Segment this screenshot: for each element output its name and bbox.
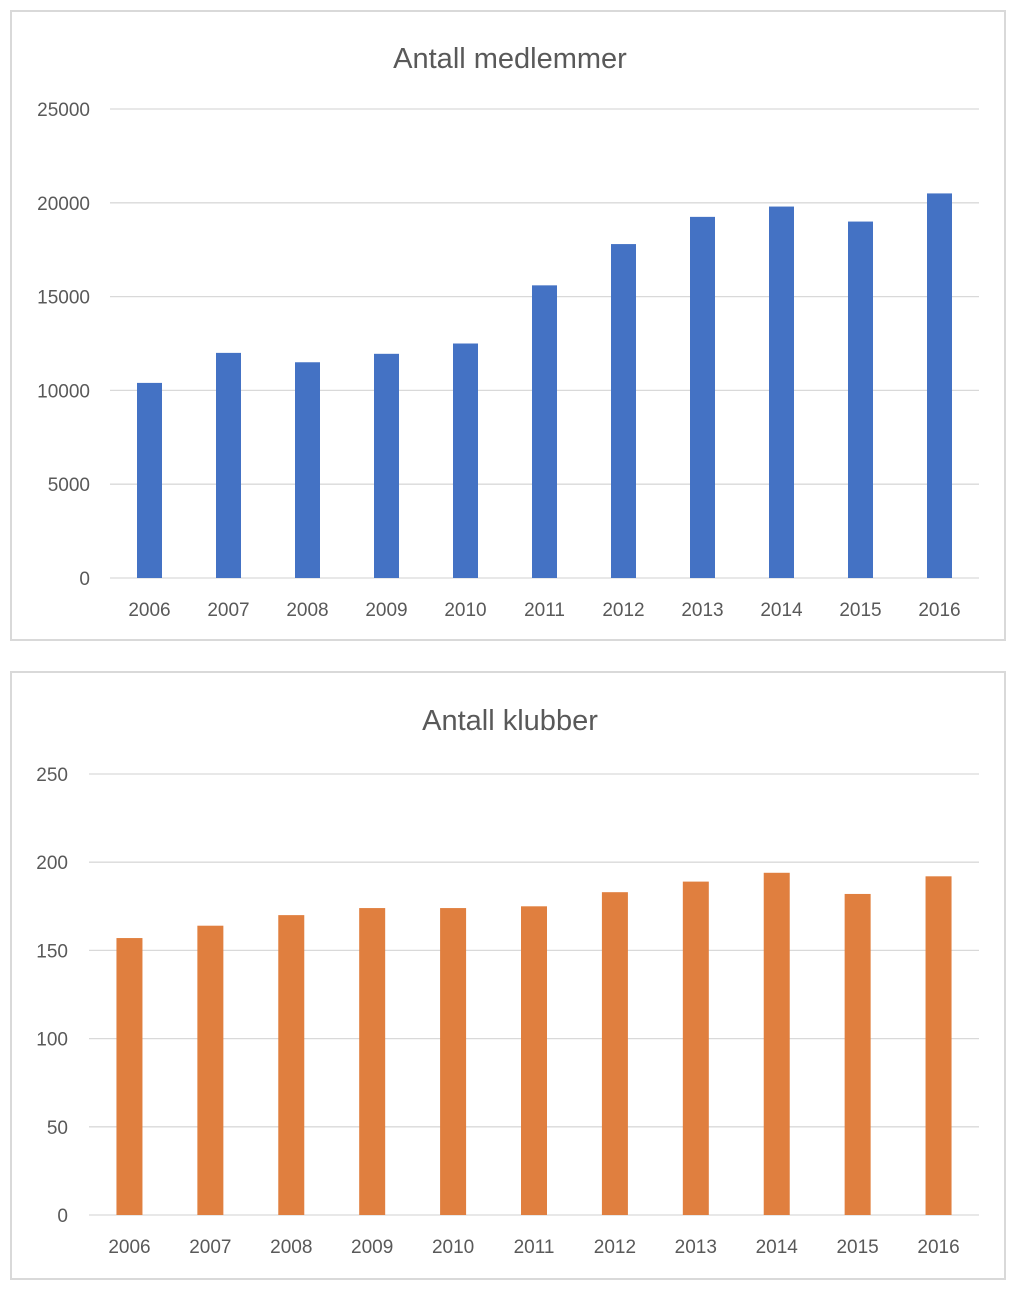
x-tick-label: 2012	[594, 1237, 636, 1258]
bar-2009	[374, 353, 399, 578]
chart-antall-medlemmer: Antall medlemmer 0 5000 10000 15000 20000 250…	[10, 10, 1006, 641]
chart-title: Antall klubber	[422, 705, 598, 737]
chart-svg: Antall medlemmer 0 5000 10000 15000 20000 250…	[37, 43, 979, 621]
chart-title: Antall medlemmer	[393, 43, 627, 75]
x-tick-label: 2007	[207, 600, 249, 621]
bar-2013	[682, 881, 709, 1215]
bar-2008	[278, 915, 305, 1215]
x-tick-label: 2008	[286, 600, 328, 621]
y-tick-label: 15000	[37, 288, 90, 309]
y-tick-label: 0	[79, 569, 90, 590]
x-tick-label: 2007	[189, 1237, 231, 1258]
x-tick-label: 2016	[918, 600, 960, 621]
x-tick-label: 2008	[270, 1237, 312, 1258]
y-tick-label: 250	[36, 765, 68, 786]
bar-2011	[532, 285, 557, 578]
x-tick-label: 2014	[760, 600, 803, 621]
bar-2014	[763, 872, 790, 1215]
y-tick-label: 150	[36, 941, 68, 962]
y-tick-label: 50	[47, 1118, 68, 1139]
bar-2010	[440, 908, 467, 1215]
chart-antall-klubber: Antall klubber 0 50 100 150 200 250 2006 2007 20…	[10, 671, 1006, 1280]
bar-2016	[927, 193, 952, 579]
bar-2008	[295, 362, 320, 578]
bar-2014	[769, 206, 794, 578]
bar-2007	[216, 352, 241, 578]
x-tick-label: 2014	[756, 1237, 799, 1258]
x-tick-label: 2013	[681, 600, 723, 621]
y-tick-label: 200	[36, 853, 68, 874]
x-tick-label: 2009	[365, 600, 407, 621]
x-tick-label: 2006	[108, 1237, 150, 1258]
bar-2012	[601, 892, 628, 1215]
bar-2006	[137, 382, 162, 578]
bar-2006	[116, 938, 143, 1215]
bar-2015	[844, 893, 871, 1215]
x-tick-label: 2010	[432, 1237, 474, 1258]
y-tick-label: 10000	[37, 381, 90, 402]
y-tick-label: 100	[36, 1030, 68, 1051]
x-tick-label: 2015	[836, 1237, 878, 1258]
bar-2007	[197, 925, 224, 1215]
bar-2009	[359, 908, 386, 1215]
y-tick-label: 20000	[37, 194, 90, 215]
bar-2012	[611, 244, 636, 578]
bar-2013	[690, 216, 715, 578]
x-tick-label: 2006	[128, 600, 170, 621]
x-tick-label: 2016	[917, 1237, 959, 1258]
bar-2016	[925, 876, 952, 1215]
x-tick-label: 2015	[839, 600, 881, 621]
y-tick-label: 25000	[37, 100, 90, 121]
y-tick-label: 0	[57, 1206, 68, 1227]
chart-svg: Antall klubber 0 50 100 150 200 250 2006 2007 20…	[36, 705, 979, 1258]
x-tick-label: 2009	[351, 1237, 393, 1258]
x-tick-label: 2011	[524, 600, 565, 621]
x-tick-label: 2011	[514, 1237, 555, 1258]
y-tick-label: 5000	[48, 475, 90, 496]
x-tick-label: 2010	[444, 600, 486, 621]
x-tick-label: 2013	[675, 1237, 717, 1258]
bar-2010	[453, 343, 478, 578]
bar-2011	[521, 906, 547, 1215]
bar-2015	[848, 221, 873, 578]
x-tick-label: 2012	[602, 600, 644, 621]
